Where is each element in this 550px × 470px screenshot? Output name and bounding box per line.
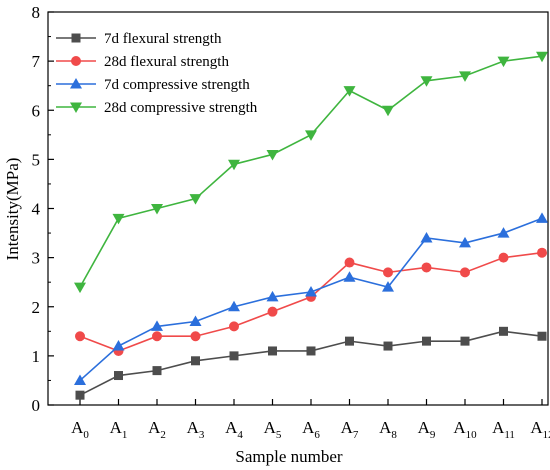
- data-point-s1-11: [499, 326, 508, 336]
- data-point-s3-3: [189, 315, 202, 326]
- x-axis-label: Sample number: [235, 447, 343, 466]
- y-tick-label-8: 8: [32, 3, 41, 22]
- data-point-s1-3: [191, 356, 200, 366]
- x-tick-label-A11: A11: [492, 418, 515, 441]
- y-tick-label-0: 0: [32, 396, 41, 415]
- series-3: [74, 212, 548, 385]
- data-point-s2-10: [460, 267, 470, 278]
- data-point-s1-7: [345, 336, 354, 346]
- data-point-s2-12: [537, 247, 547, 258]
- y-axis-label: Intensity(MPa): [3, 158, 22, 261]
- data-point-s3-5: [266, 290, 279, 302]
- x-tick-label-A3: A3: [187, 418, 205, 441]
- data-point-s3-12: [536, 212, 548, 223]
- x-tick-label-A8: A8: [379, 418, 397, 441]
- data-point-s1-0: [75, 390, 85, 400]
- legend-marker-2: [71, 56, 81, 66]
- data-point-s3-6: [305, 286, 317, 297]
- y-tick-label-5: 5: [32, 150, 41, 169]
- data-point-s4-11: [497, 56, 510, 68]
- data-point-s1-5: [268, 346, 277, 356]
- data-point-s4-3: [189, 194, 202, 205]
- data-point-s3-2: [151, 320, 163, 331]
- x-tick-label-A6: A6: [302, 418, 320, 441]
- data-point-s1-12: [537, 331, 547, 341]
- x-tick-label-A10: A10: [453, 418, 477, 441]
- data-point-s2-5: [267, 306, 278, 317]
- axes: 0 1 2 3 4 5 6 7 8 A0 A1 A2 A3 A4 A5 A6 A7 A8 A9 A10 A11 A12: [32, 3, 550, 441]
- series-4: [74, 51, 548, 294]
- data-point-s1-9: [422, 336, 431, 346]
- data-point-s4-7: [343, 86, 356, 97]
- data-point-s4-0: [74, 282, 86, 294]
- legend: 7d flexural strength 28d flexural strengt…: [56, 31, 258, 116]
- data-point-s4-10: [459, 71, 471, 82]
- series-layer: [74, 51, 548, 400]
- series-2: [75, 247, 547, 356]
- legend-marker-3: [70, 78, 82, 89]
- data-point-s1-1: [114, 371, 123, 381]
- x-tick-label-A0: A0: [71, 418, 89, 441]
- data-point-s3-11: [497, 227, 510, 238]
- x-tick-label-A5: A5: [264, 418, 282, 441]
- y-tick-label-2: 2: [32, 298, 41, 317]
- data-point-s3-4: [228, 300, 240, 312]
- data-point-s2-3: [190, 331, 201, 342]
- legend-label-2: 28d flexural strength: [104, 54, 229, 70]
- legend-marker-4: [70, 102, 82, 113]
- y-tick-label-3: 3: [32, 249, 41, 268]
- x-tick-label-A2: A2: [148, 418, 166, 441]
- data-point-s1-4: [229, 351, 239, 361]
- series-1: [75, 326, 547, 400]
- data-point-s4-8: [382, 105, 394, 117]
- series-line-1: [79, 330, 543, 396]
- data-point-s3-1: [112, 340, 125, 351]
- data-point-s4-4: [228, 159, 240, 171]
- data-point-s2-7: [344, 257, 355, 268]
- data-point-s4-2: [151, 204, 163, 215]
- data-point-s2-2: [152, 331, 162, 342]
- y-tick-label-7: 7: [32, 52, 41, 71]
- data-point-s4-12: [536, 51, 548, 63]
- data-point-s1-10: [460, 336, 470, 346]
- data-point-s1-2: [152, 366, 162, 376]
- data-point-s3-10: [459, 236, 471, 248]
- data-point-s1-8: [383, 341, 393, 351]
- legend-marker-1: [71, 33, 81, 43]
- data-point-s4-6: [305, 130, 317, 141]
- x-tick-label-A4: A4: [225, 418, 243, 441]
- data-point-s3-7: [343, 271, 356, 282]
- data-point-s4-1: [112, 213, 125, 225]
- data-point-s4-5: [266, 149, 279, 161]
- x-tick-label-A1: A1: [110, 418, 128, 441]
- data-point-s3-0: [74, 374, 86, 385]
- data-point-s2-9: [421, 262, 432, 273]
- data-point-s1-6: [306, 346, 316, 356]
- data-point-s4-9: [420, 76, 433, 87]
- legend-label-4: 28d compressive strength: [104, 100, 258, 116]
- data-point-s2-11: [498, 252, 509, 263]
- x-tick-label-A7: A7: [341, 418, 359, 441]
- data-point-s2-8: [383, 267, 393, 278]
- x-tick-label-A9: A9: [418, 418, 436, 441]
- data-point-s3-8: [382, 281, 394, 292]
- y-tick-label-4: 4: [32, 200, 41, 219]
- legend-label-3: 7d compressive strength: [104, 77, 250, 93]
- x-tick-label-A12: A12: [530, 418, 550, 441]
- data-point-s2-0: [75, 331, 85, 342]
- data-point-s3-9: [420, 231, 433, 243]
- y-tick-label-6: 6: [32, 101, 41, 120]
- data-point-s2-4: [229, 321, 239, 332]
- legend-label-1: 7d flexural strength: [104, 31, 222, 47]
- plot-frame: [47, 11, 549, 406]
- y-tick-label-1: 1: [32, 347, 41, 366]
